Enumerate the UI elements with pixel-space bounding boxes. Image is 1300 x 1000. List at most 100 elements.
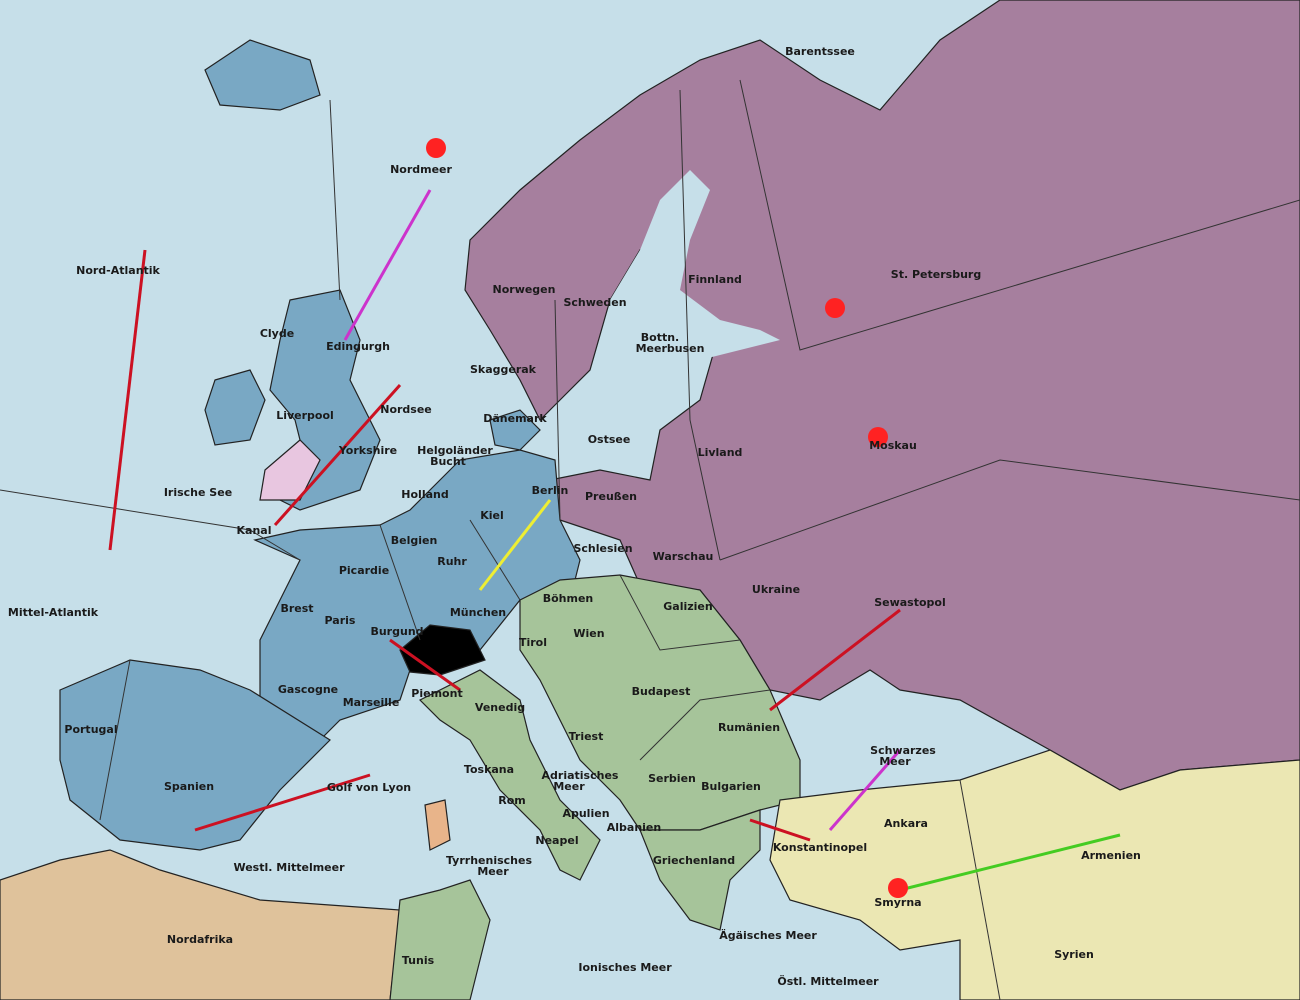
battle-marker [426,138,446,158]
label: Westl. Mittelmeer [233,861,345,874]
denmark [489,409,541,451]
label: Marseille [343,696,400,709]
label: Wien [573,627,604,640]
label: Skaggerak [470,363,537,376]
label: Budapest [632,685,691,698]
label: Moskau [869,439,917,452]
order-arrow [749,818,811,842]
label: Preußen [585,490,637,503]
label: Smyrna [874,896,921,909]
label: Toskana [464,763,514,776]
label: Paris [325,614,356,627]
label: Dänemark [483,412,547,425]
sardinia [424,799,451,851]
battle-marker [868,427,888,447]
border [639,689,771,761]
label: Serbien [648,772,696,785]
label: Tirol [519,636,547,649]
label: Neapel [535,834,578,847]
label: Berlin [532,484,569,497]
label: Nordafrika [167,933,233,946]
label: Barentssee [785,45,855,58]
border [469,519,521,601]
label: Nordsee [380,403,432,416]
label: Mittel-Atlantik [8,606,99,619]
label: München [450,606,506,619]
label: Finnland [688,273,742,286]
borders [0,79,1300,1000]
label: Edingurgh [326,340,390,353]
border [329,99,341,301]
label: Konstantinopel [773,841,867,854]
label: Östl. Mittelmeer [777,974,879,988]
label: Armenien [1081,849,1141,862]
border [739,79,1300,351]
ireland [204,369,266,446]
label: Ukraine [752,583,800,596]
italy [418,669,601,881]
border [619,574,741,651]
label: Piemont [411,687,462,700]
label: Gascogne [278,683,338,696]
label: St. Petersburg [891,268,981,281]
order-arrow [478,499,552,591]
order-arrow [194,773,371,832]
battle-marker [825,298,845,318]
label: Helgoländer [417,444,493,457]
label: Sewastopol [874,596,946,609]
label: Yorkshire [338,444,397,457]
orders [108,189,1121,892]
britain [269,289,381,511]
explosions [426,138,908,898]
label: Ostsee [588,433,631,446]
greece [639,809,761,931]
battle-marker [888,878,908,898]
label: Ionisches Meer [578,961,672,974]
north-africa [0,849,401,1000]
label: Ankara [884,817,928,830]
label: Livland [698,446,743,459]
label: Tunis [402,954,435,967]
label: Picardie [339,564,389,577]
border [959,779,1001,1000]
label: Nord-Atlantik [76,264,160,277]
label: Triest [569,730,604,743]
label: Belgien [391,534,438,547]
label: Brest [280,602,313,615]
label: Kanal [237,524,272,537]
label: Meerbusen [636,342,705,355]
label: Clyde [260,327,294,340]
turkey [769,749,1300,1000]
label: Rom [498,794,526,807]
label: Griechenland [653,854,735,867]
label: Schweden [563,296,626,309]
iceland [204,39,321,111]
label: Meer [553,780,585,793]
border [0,489,301,561]
label: Irische See [164,486,232,499]
border [99,659,131,821]
order-arrow [343,189,432,341]
border [554,299,561,521]
label: Venedig [475,701,525,714]
label: Norwegen [493,283,556,296]
order-arrow [899,833,1121,892]
iberia [59,659,331,851]
label: Schlesien [573,542,632,555]
label: Rumänien [718,721,780,734]
label: Ägäisches Meer [719,928,817,942]
label: Albanien [607,821,661,834]
label: Kiel [480,509,504,522]
label: Bulgarien [701,780,761,793]
label: Bottn. [641,331,679,344]
labels: Barentssee Nordmeer Nord-Atlantik Finnla… [8,45,1141,988]
label: Meer [477,865,509,878]
label: Nordmeer [390,163,452,176]
label: Adriatisches [542,769,619,782]
label: Syrien [1054,948,1094,961]
label: Schwarzes [870,744,936,757]
label: Meer [879,755,911,768]
label: Burgund [370,625,423,638]
